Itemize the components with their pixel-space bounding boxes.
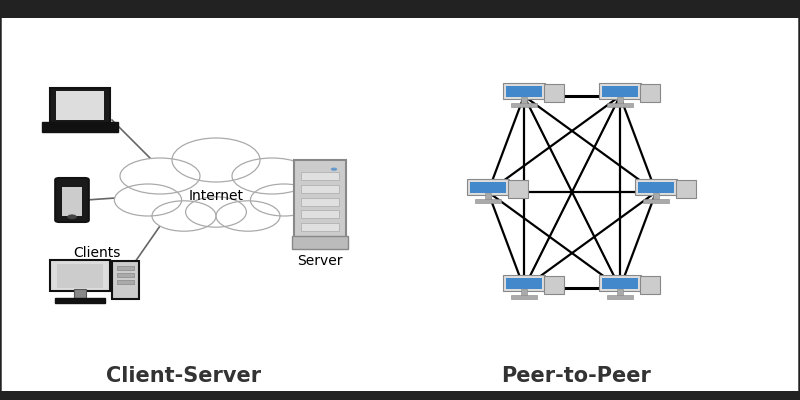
FancyBboxPatch shape <box>544 276 564 294</box>
FancyBboxPatch shape <box>74 289 86 299</box>
Text: Internet: Internet <box>189 189 243 203</box>
FancyBboxPatch shape <box>301 223 339 231</box>
Ellipse shape <box>152 201 216 231</box>
FancyBboxPatch shape <box>521 97 527 105</box>
FancyBboxPatch shape <box>602 86 638 97</box>
Text: Server: Server <box>298 254 342 268</box>
FancyBboxPatch shape <box>617 289 623 297</box>
FancyBboxPatch shape <box>602 278 638 289</box>
FancyBboxPatch shape <box>511 295 537 299</box>
FancyBboxPatch shape <box>294 160 346 240</box>
FancyBboxPatch shape <box>640 84 660 102</box>
FancyBboxPatch shape <box>117 280 134 284</box>
FancyBboxPatch shape <box>607 295 633 299</box>
FancyBboxPatch shape <box>511 103 537 107</box>
FancyBboxPatch shape <box>50 260 110 291</box>
FancyBboxPatch shape <box>506 86 542 97</box>
FancyBboxPatch shape <box>676 180 696 198</box>
FancyBboxPatch shape <box>62 187 82 216</box>
FancyBboxPatch shape <box>55 178 89 222</box>
FancyBboxPatch shape <box>508 180 528 198</box>
Ellipse shape <box>172 138 260 182</box>
FancyBboxPatch shape <box>521 289 527 297</box>
FancyBboxPatch shape <box>653 193 659 201</box>
FancyBboxPatch shape <box>42 122 118 132</box>
Ellipse shape <box>186 197 246 227</box>
Text: Client-Server: Client-Server <box>106 366 262 386</box>
Ellipse shape <box>216 201 280 231</box>
FancyBboxPatch shape <box>635 179 677 195</box>
FancyBboxPatch shape <box>544 84 564 102</box>
Ellipse shape <box>250 184 318 216</box>
FancyBboxPatch shape <box>301 198 339 206</box>
FancyBboxPatch shape <box>117 273 134 277</box>
FancyBboxPatch shape <box>112 261 139 299</box>
FancyBboxPatch shape <box>506 278 542 289</box>
FancyBboxPatch shape <box>485 193 491 201</box>
FancyBboxPatch shape <box>117 266 134 270</box>
Bar <box>0 391 800 400</box>
FancyBboxPatch shape <box>638 182 674 193</box>
FancyBboxPatch shape <box>467 179 509 195</box>
FancyBboxPatch shape <box>50 88 110 123</box>
Ellipse shape <box>120 158 200 194</box>
Text: Peer-to-Peer: Peer-to-Peer <box>501 366 651 386</box>
FancyBboxPatch shape <box>617 97 623 105</box>
FancyBboxPatch shape <box>640 276 660 294</box>
Bar <box>0 0 800 18</box>
FancyBboxPatch shape <box>57 264 103 288</box>
FancyBboxPatch shape <box>56 91 104 120</box>
Ellipse shape <box>114 184 182 216</box>
FancyBboxPatch shape <box>599 83 641 99</box>
FancyBboxPatch shape <box>55 298 105 303</box>
FancyBboxPatch shape <box>643 199 669 203</box>
FancyBboxPatch shape <box>301 185 339 193</box>
FancyBboxPatch shape <box>607 103 633 107</box>
FancyBboxPatch shape <box>301 210 339 218</box>
Text: Clients: Clients <box>74 246 121 260</box>
FancyBboxPatch shape <box>475 199 501 203</box>
Ellipse shape <box>232 158 312 194</box>
FancyBboxPatch shape <box>599 275 641 291</box>
FancyBboxPatch shape <box>291 236 349 249</box>
FancyBboxPatch shape <box>503 83 545 99</box>
FancyBboxPatch shape <box>503 275 545 291</box>
FancyBboxPatch shape <box>301 172 339 180</box>
FancyBboxPatch shape <box>470 182 506 193</box>
Circle shape <box>67 214 77 219</box>
Circle shape <box>331 168 338 171</box>
